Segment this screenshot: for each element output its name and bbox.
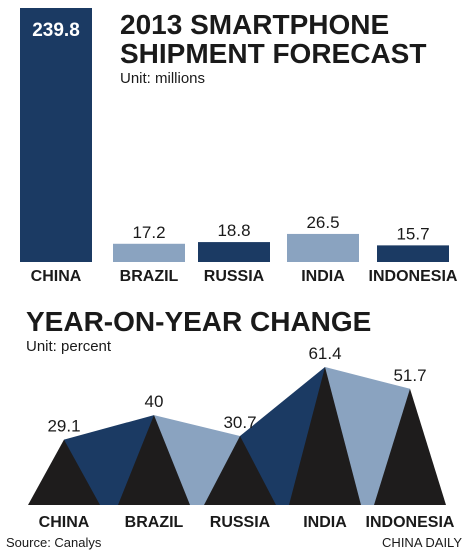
publisher-credit: CHINA DAILY: [382, 535, 462, 550]
bar-indonesia: [377, 245, 449, 262]
peak-category-label: CHINA: [39, 514, 90, 531]
peak-russia: [204, 436, 276, 505]
peak-china: [28, 439, 100, 505]
bar-chart-title-line-2: SHIPMENT FORECAST: [120, 38, 426, 69]
peak-value-label: 40: [145, 392, 164, 411]
peak-brazil: [118, 415, 190, 505]
shipment-bar-chart: 2013 SMARTPHONE SHIPMENT FORECAST Unit: …: [20, 8, 458, 285]
peak-value-label: 30.7: [223, 413, 256, 432]
peak-value-label: 61.4: [308, 344, 341, 363]
peak-value-label: 29.1: [47, 417, 80, 436]
peak-india: [289, 367, 361, 505]
area-chart-title: YEAR-ON-YEAR CHANGE: [26, 306, 371, 337]
yoy-change-chart: YEAR-ON-YEAR CHANGE Unit: percent 29.1 40…: [26, 306, 455, 531]
bar-value-label: 17.2: [132, 223, 165, 242]
bar-value-label: 239.8: [32, 20, 80, 41]
bar-category-label: INDONESIA: [369, 268, 458, 285]
bar-category-label: INDIA: [301, 268, 345, 285]
bar-china: [20, 8, 92, 262]
bar-value-label: 15.7: [396, 224, 429, 243]
area-value-labels: 29.1 40 30.7 61.4 51.7: [47, 344, 426, 436]
peak-category-label: INDIA: [303, 514, 347, 531]
peak-indonesia: [374, 388, 446, 505]
bar-marks: [20, 8, 449, 262]
bar-category-label: CHINA: [31, 268, 82, 285]
bar-category-label: BRAZIL: [120, 268, 179, 285]
bar-chart-subtitle: Unit: millions: [120, 70, 205, 87]
source-note: Source: Canalys: [6, 535, 102, 550]
bar-value-label: 26.5: [306, 213, 339, 232]
bar-category-label: RUSSIA: [204, 268, 265, 285]
bar-russia: [198, 242, 270, 262]
bar-chart-title-line-1: 2013 SMARTPHONE: [120, 9, 389, 40]
bar-india: [287, 233, 359, 262]
peak-value-label: 51.7: [393, 366, 426, 385]
peak-category-label: RUSSIA: [210, 514, 271, 531]
area-chart-subtitle: Unit: percent: [26, 338, 112, 355]
bar-value-labels: 239.8 17.2 18.8 26.5 15.7: [32, 20, 429, 243]
area-marks: [28, 367, 446, 505]
bar-value-label: 18.8: [217, 221, 250, 240]
peak-category-label: BRAZIL: [125, 514, 184, 531]
area-category-labels: CHINA BRAZIL RUSSIA INDIA INDONESIA: [39, 514, 455, 531]
bar-brazil: [113, 243, 185, 262]
peak-category-label: INDONESIA: [366, 514, 455, 531]
bar-category-labels: CHINA BRAZIL RUSSIA INDIA INDONESIA: [31, 268, 458, 285]
